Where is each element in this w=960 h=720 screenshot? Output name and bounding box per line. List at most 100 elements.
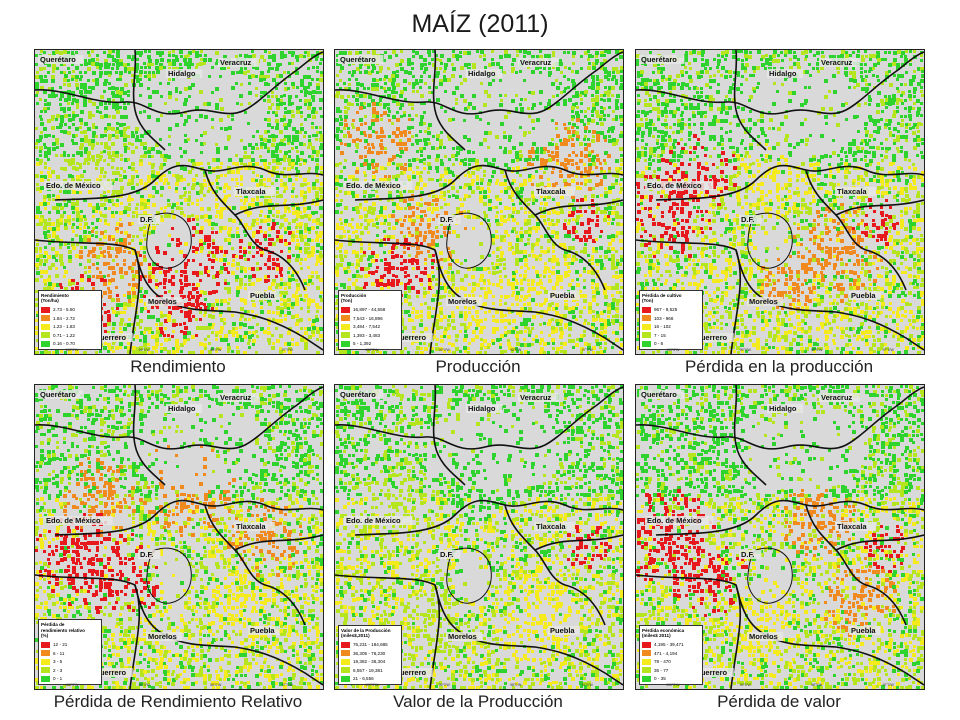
coordinate-label: 99°0'W: [438, 348, 450, 352]
coordinate-label: 97°0'W: [281, 683, 293, 687]
legend-swatch: [41, 658, 50, 665]
legend-swatch: [642, 641, 651, 648]
legend-swatch: [341, 641, 350, 648]
place-label: Veracruz: [220, 393, 252, 402]
legend-item: 76,231 - 184,685: [341, 641, 399, 650]
coordinate-label: 98°0'W: [510, 683, 522, 687]
legend-label: 0.71 - 1.22: [53, 332, 75, 338]
legend-swatch: [41, 667, 50, 674]
place-label: Puebla: [550, 626, 575, 635]
legend-item: 5 - 1,392: [341, 340, 399, 349]
place-label: Morelos: [148, 632, 177, 641]
legend-title: Producción: [341, 292, 367, 298]
legend-title: (Ton): [341, 298, 353, 304]
legend-label: 3 - 5: [53, 659, 63, 665]
legend-item: 3,484 - 7,542: [341, 323, 399, 332]
place-label: D.F.: [741, 550, 754, 559]
coordinate-label: 99°0'W: [739, 683, 751, 687]
legend-label: 12 - 21: [53, 642, 68, 648]
legend-label: 7 - 15: [654, 332, 666, 338]
place-label: Puebla: [250, 626, 275, 635]
place-label: Hidalgo: [769, 69, 797, 78]
place-label: Tlaxcala: [536, 522, 566, 531]
legend-label: 6 - 11: [53, 650, 65, 656]
map-caption: Pérdida de Rendimiento Relativo: [53, 692, 303, 711]
place-label: Hidalgo: [769, 404, 797, 413]
legend-title: Pérdida de: [41, 622, 65, 628]
place-label: Guerrero: [94, 333, 127, 342]
map-panel-produccion: Querétaro Hidalgo Veracruz Edo. de México Tl…: [334, 49, 624, 355]
coordinate-label: 98°0'W: [811, 683, 823, 687]
legend-swatch: [41, 650, 50, 657]
legend-label: 5 - 1,392: [353, 341, 372, 347]
place-label: Querétaro: [641, 55, 677, 64]
legend-item: 4,195 - 39,471: [642, 641, 700, 650]
legend-swatch: [341, 323, 350, 330]
place-label: Tlaxcala: [236, 522, 266, 531]
place-label: Morelos: [749, 297, 778, 306]
state-border: [655, 164, 924, 201]
legend-item: 1.84 - 2.72: [41, 314, 99, 323]
place-label: Guerrero: [695, 333, 728, 342]
legend-item: 36,305 - 76,230: [341, 649, 399, 658]
legend-swatch: [642, 667, 651, 674]
state-border: [35, 51, 323, 115]
legend-title: Valor de la Producción: [341, 627, 391, 633]
state-border: [805, 504, 907, 626]
place-label: Edo. de México: [346, 516, 401, 525]
state-border: [354, 164, 623, 201]
place-label: Veracruz: [220, 58, 252, 67]
state-border: [204, 504, 306, 626]
state-border: [636, 386, 924, 450]
legend-item: 36 - 77: [642, 666, 700, 675]
legend-swatch: [41, 641, 50, 648]
place-label: Puebla: [851, 291, 876, 300]
map-legend: Rendimiento (Ton/ha) 2.73 - 5.50 1.84 - 2.7…: [38, 289, 102, 350]
coordinate-label: 99°0'W: [138, 348, 150, 352]
coordinate-ticks: 100°0'W 99°0'W 98°0'W 97°0'W: [335, 683, 623, 689]
state-border: [54, 164, 323, 201]
legend-label: 21 - 6,556: [353, 676, 374, 682]
crop-pixels: [35, 50, 323, 354]
place-label: Tlaxcala: [536, 187, 566, 196]
state-border: [655, 499, 924, 536]
legend-swatch: [642, 340, 651, 347]
map-legend: Producción (Ton) 16,897 - 44,558 7,543 - 16…: [338, 289, 402, 350]
legend-title: (Ton): [642, 298, 654, 304]
state-border: [835, 534, 924, 551]
state-border: [504, 504, 606, 626]
place-label: Puebla: [851, 626, 876, 635]
coordinate-label: 100°0'W: [365, 348, 379, 352]
place-label: Edo. de México: [46, 516, 101, 525]
state-border: [234, 534, 323, 551]
legend-label: 0.16 - 0.70: [53, 341, 75, 347]
legend-item: 2 - 3: [41, 666, 99, 675]
choropleth-map: Querétaro Hidalgo Veracruz Edo. de México Tl…: [35, 50, 323, 354]
coordinate-label: 99°0'W: [438, 683, 450, 687]
place-label: Guerrero: [394, 668, 427, 677]
coordinate-label: 97°0'W: [581, 683, 593, 687]
choropleth-map: Querétaro Hidalgo Veracruz Edo. de México Tl…: [636, 385, 924, 689]
legend-label: 0 - 35: [654, 676, 666, 682]
state-border: [146, 547, 192, 604]
coordinate-label: 97°0'W: [281, 348, 293, 352]
legend-item: 12 - 21: [41, 641, 99, 650]
legend-swatch: [41, 323, 50, 330]
legend-swatch: [341, 306, 350, 313]
legend-swatch: [341, 675, 350, 682]
coordinate-ticks: 100°0'W 99°0'W 98°0'W 97°0'W: [636, 683, 924, 689]
legend-swatch: [341, 650, 350, 657]
legend-swatch: [642, 332, 651, 339]
state-border: [636, 51, 924, 115]
legend-item: 1.23 - 1.83: [41, 323, 99, 332]
place-label: D.F.: [440, 550, 453, 559]
legend-swatch: [41, 315, 50, 322]
map-caption: Pérdida en la producción: [684, 357, 874, 376]
legend-item: 3 - 5: [41, 658, 99, 667]
legend-label: 76,231 - 184,685: [353, 642, 388, 648]
state-border: [733, 50, 767, 151]
place-label: Veracruz: [821, 58, 853, 67]
legend-item: 471 - 4,194: [642, 649, 700, 658]
place-label: Morelos: [448, 297, 477, 306]
place-label: Veracruz: [520, 58, 552, 67]
